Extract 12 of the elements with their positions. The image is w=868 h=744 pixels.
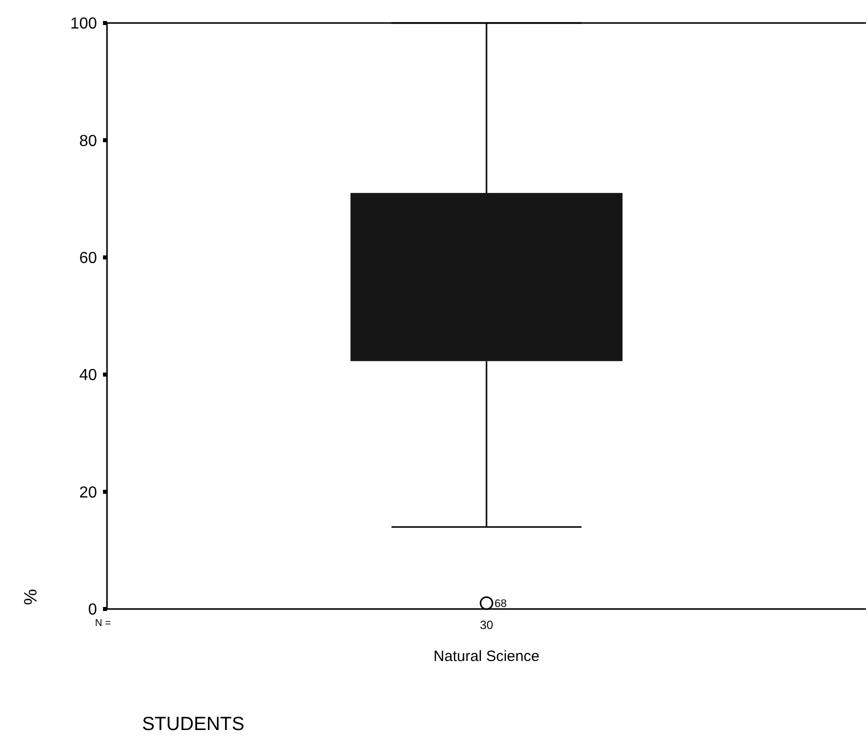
text: STUDENTS [142,714,244,735]
y-tick-label: 60 [79,250,98,267]
y-tick-label: 80 [79,132,98,150]
annotation: 68 [494,598,507,610]
y-axis-title: % [20,588,40,606]
y-tick-label: 40 [79,367,98,384]
text: 30 [480,618,494,632]
y-tick-label: 0 [88,602,98,619]
y-tick-label: 20 [79,484,98,502]
x-axis-title: Natural Science [434,648,540,665]
y-tick-label: 100 [70,16,98,33]
text: N = [95,618,111,629]
